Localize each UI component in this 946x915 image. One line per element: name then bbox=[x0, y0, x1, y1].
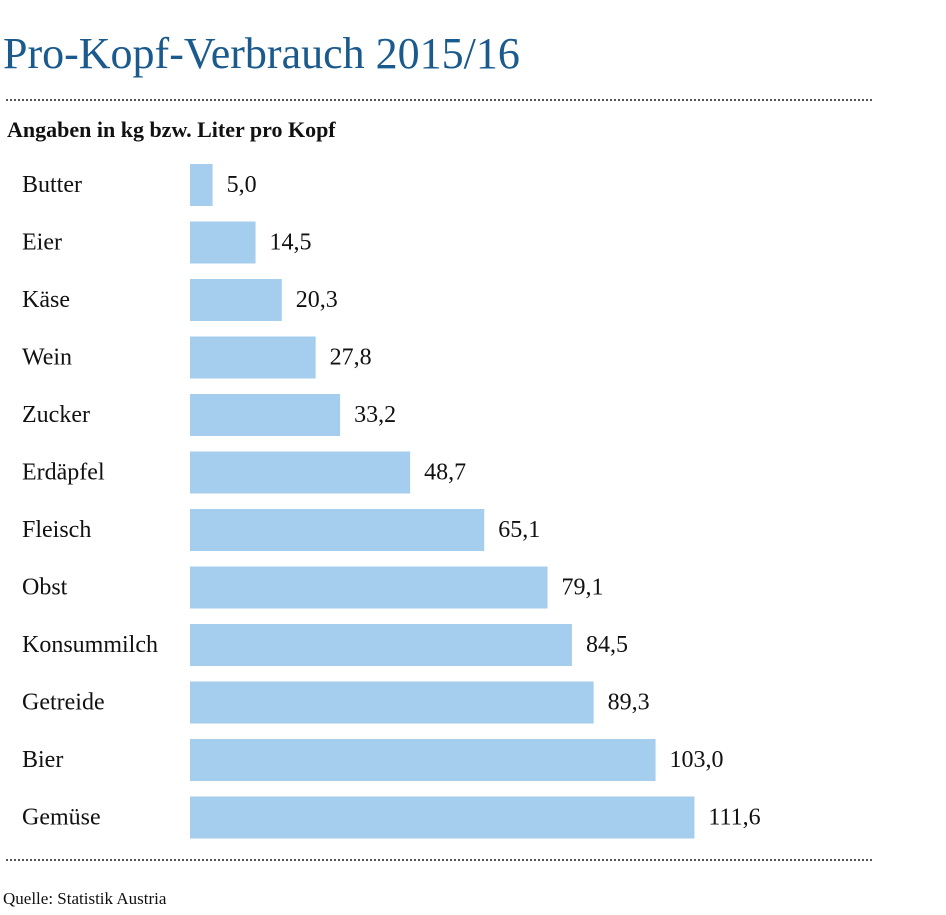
value-label: 103,0 bbox=[670, 747, 724, 773]
bar-row-5: Zucker 33,2 bbox=[22, 394, 396, 436]
bar-row-6: Erdäpfel 48,7 bbox=[22, 451, 466, 494]
value-label: 65,1 bbox=[498, 517, 540, 543]
bar bbox=[190, 681, 594, 724]
bar bbox=[190, 796, 695, 839]
bar bbox=[190, 164, 213, 206]
value-label: 89,3 bbox=[608, 690, 650, 716]
bar bbox=[190, 336, 316, 379]
bar-row-1: Butter 5,0 bbox=[22, 164, 257, 206]
chart-title: Pro-Kopf-Verbrauch 2015/16 bbox=[3, 29, 520, 78]
bar bbox=[190, 509, 485, 551]
category-label: Bier bbox=[22, 747, 63, 773]
category-label: Konsummilch bbox=[22, 632, 158, 658]
category-label: Zucker bbox=[22, 402, 90, 428]
bar-row-9: Konsummilch 84,5 bbox=[22, 624, 628, 666]
bar bbox=[190, 221, 256, 264]
bar-row-8: Obst 79,1 bbox=[22, 566, 604, 609]
chart-subtitle: Angaben in kg bzw. Liter pro Kopf bbox=[7, 117, 336, 142]
category-label: Käse bbox=[22, 287, 70, 313]
value-label: 5,0 bbox=[227, 172, 257, 198]
value-label: 79,1 bbox=[562, 575, 604, 601]
bar bbox=[190, 279, 282, 321]
category-label: Fleisch bbox=[22, 517, 91, 543]
bar bbox=[190, 566, 548, 609]
bar-row-11: Bier 103,0 bbox=[22, 739, 724, 781]
category-label: Eier bbox=[22, 230, 62, 256]
bar-row-7: Fleisch 65,1 bbox=[22, 509, 540, 551]
bar-row-12: Gemüse 111,6 bbox=[22, 796, 761, 839]
bar-row-3: Käse 20,3 bbox=[22, 279, 338, 321]
bar bbox=[190, 394, 341, 436]
category-label: Getreide bbox=[22, 690, 105, 716]
value-label: 27,8 bbox=[330, 345, 372, 371]
source-note: Quelle: Statistik Austria bbox=[3, 889, 167, 908]
value-label: 14,5 bbox=[270, 230, 312, 256]
value-label: 33,2 bbox=[354, 402, 396, 428]
bottom-dotted-divider bbox=[6, 859, 872, 861]
bar bbox=[190, 624, 572, 666]
category-label: Erdäpfel bbox=[22, 460, 105, 486]
bar-row-4: Wein 27,8 bbox=[22, 336, 372, 379]
bar bbox=[190, 451, 411, 494]
bar-row-2: Eier 14,5 bbox=[22, 221, 312, 264]
category-label: Wein bbox=[22, 345, 72, 371]
category-label: Butter bbox=[22, 172, 82, 198]
top-dotted-divider bbox=[6, 99, 872, 101]
value-label: 111,6 bbox=[708, 805, 760, 831]
bar-row-10: Getreide 89,3 bbox=[22, 681, 650, 724]
value-label: 48,7 bbox=[424, 460, 466, 486]
value-label: 20,3 bbox=[296, 287, 338, 313]
category-label: Gemüse bbox=[22, 805, 101, 831]
category-label: Obst bbox=[22, 575, 68, 601]
value-label: 84,5 bbox=[586, 632, 628, 658]
bar bbox=[190, 739, 656, 781]
